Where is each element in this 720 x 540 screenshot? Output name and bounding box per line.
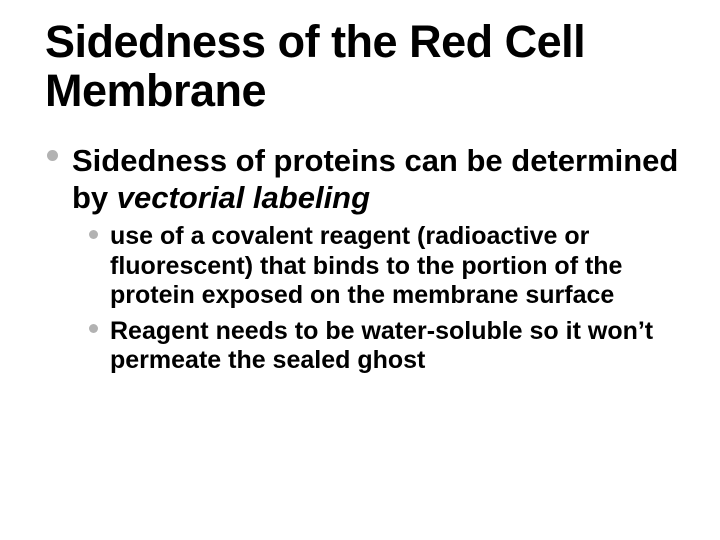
bullet-level1: Sidedness of proteins can be determined … xyxy=(47,143,690,216)
bullet-level1-italic: vectorial labeling xyxy=(117,180,370,215)
bullet-level2: use of a covalent reagent (radioactive o… xyxy=(89,222,690,311)
bullet-dot-icon xyxy=(47,150,58,161)
bullet-level2: Reagent needs to be water-soluble so it … xyxy=(89,317,690,376)
bullet-level1-text: Sidedness of proteins can be determined … xyxy=(72,143,690,216)
bullet-level2-text: Reagent needs to be water-soluble so it … xyxy=(110,317,690,376)
slide-title: Sidedness of the Red Cell Membrane xyxy=(45,18,690,115)
bullet-level2-text: use of a covalent reagent (radioactive o… xyxy=(110,222,690,311)
bullet-dot-icon xyxy=(89,230,98,239)
bullet-dot-icon xyxy=(89,324,98,333)
